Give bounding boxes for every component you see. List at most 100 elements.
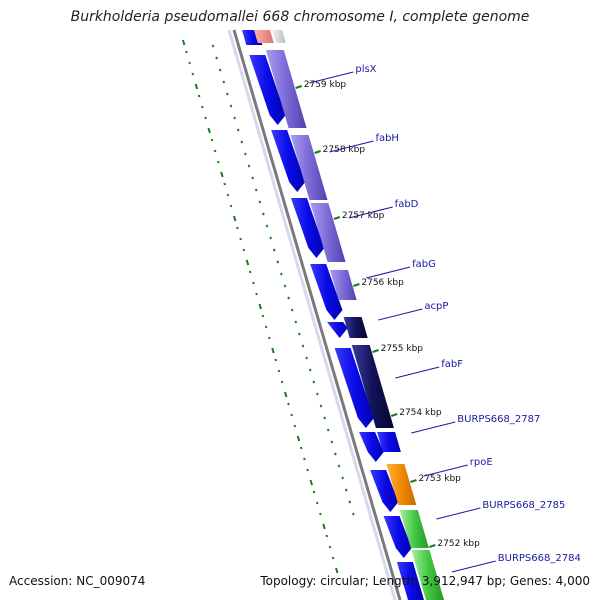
gc-dot	[210, 138, 214, 142]
gc-dot	[280, 380, 284, 384]
gene-label-leader	[329, 140, 374, 153]
reverse-cds-arrow	[271, 130, 306, 192]
gc-skew-dot	[334, 452, 337, 456]
gc-skew-dot	[272, 248, 276, 252]
gc-dot	[287, 402, 290, 406]
gene-label-leader	[309, 71, 354, 84]
gc-skew-dot	[236, 128, 240, 132]
gene-label-leader	[423, 464, 468, 477]
gc-dot	[268, 336, 271, 340]
gc-skew-dot	[269, 236, 272, 240]
accession-label: Accession:	[9, 574, 73, 588]
gc-dot	[197, 94, 201, 98]
gc-skew-dot	[348, 500, 352, 504]
accession-value: NC_009074	[76, 574, 146, 588]
gc-skew-dot	[254, 188, 258, 192]
reverse-cds-arrow	[359, 432, 384, 462]
gc-dot	[226, 193, 230, 197]
gene-arrow-fabh	[290, 135, 328, 200]
gc-dot	[188, 61, 191, 65]
gc-dot	[217, 160, 220, 164]
gc-skew-dot	[344, 488, 348, 492]
reverse-cds-arrow	[310, 264, 343, 320]
gene-label-burps668_2787: BURPS668_2787	[457, 414, 540, 425]
grey-gene-block	[272, 30, 286, 43]
reverse-cds-arrow	[290, 198, 325, 258]
gc-dot	[312, 490, 316, 494]
reverse-cds-arrow	[249, 55, 286, 125]
gc-dot	[299, 446, 303, 450]
gc-skew-dot	[337, 464, 341, 468]
gc-dot	[293, 424, 297, 428]
gc-dot	[239, 237, 242, 241]
gc-skew-dot	[276, 260, 280, 264]
gene-label-fabf: fabF	[441, 359, 463, 370]
gc-skew-dot	[229, 104, 233, 108]
gc-dot	[258, 303, 262, 310]
gc-content-track	[181, 39, 355, 574]
kbp-tick	[333, 216, 341, 220]
reverse-cds-arrow	[370, 470, 399, 512]
kbp-tick-label: 2754 kbp	[399, 408, 442, 418]
gc-dot	[213, 149, 217, 153]
gc-dot	[306, 468, 309, 472]
gc-dot	[204, 116, 207, 120]
gc-skew-dot	[290, 308, 294, 312]
kbp-tick-label: 2753 kbp	[418, 474, 461, 484]
gc-skew-dot	[222, 80, 226, 84]
gc-dot	[242, 248, 246, 252]
gene-label-burps668_2784: BURPS668_2784	[498, 553, 581, 564]
genes-label: Genes:	[509, 574, 552, 588]
kbp-tick	[353, 283, 360, 287]
gc-skew-dot	[316, 392, 319, 396]
gc-skew-dot	[341, 476, 344, 480]
gene-label-leader	[395, 366, 440, 379]
gc-skew-dot	[298, 332, 301, 336]
gc-skew-dot	[301, 344, 305, 348]
gc-skew-dot	[319, 404, 323, 408]
gc-skew-dot	[326, 428, 330, 432]
backbone-shadow	[227, 29, 397, 600]
gc-dot	[261, 314, 265, 318]
gc-dot	[185, 50, 188, 54]
kbp-tick	[429, 544, 436, 548]
length-value: 3,912,947 bp	[421, 574, 502, 588]
gc-dot	[290, 413, 293, 417]
gc-dot	[245, 259, 250, 266]
gc-dot	[181, 39, 186, 46]
topology-value: circular	[320, 574, 365, 588]
kbp-tick	[372, 349, 379, 353]
gc-dot	[220, 171, 224, 178]
gene-label-track: plsX fabH fabD fabG acpP fabF BURPS668_2787rpo…	[309, 64, 581, 573]
reverse-strand-cds-track	[242, 30, 424, 600]
gc-dot	[319, 512, 322, 516]
gc-skew-dot	[280, 272, 283, 276]
kbp-tick-label: 2752 kbp	[437, 539, 480, 549]
gc-dot	[229, 204, 233, 208]
gc-dot	[274, 358, 277, 362]
gene-arrow-plsx	[265, 50, 307, 128]
gc-dot	[271, 347, 275, 354]
gc-skew-dot	[247, 164, 251, 168]
gene-label-leader	[348, 206, 393, 219]
gc-dot	[303, 457, 306, 461]
gene-arrow-burps668_2785	[399, 510, 429, 548]
gc-dot	[207, 127, 211, 134]
gc-dot	[331, 556, 335, 560]
gene-label-fabd: fabD	[395, 199, 419, 210]
genome-stats: Topology: circular; Length: 3,912,947 bp…	[260, 574, 590, 588]
gc-dot	[252, 281, 255, 285]
gc-dot	[284, 391, 288, 398]
reverse-cds-arrow	[396, 562, 424, 600]
reverse-cds-arrow	[327, 322, 348, 338]
gene-label-leader	[366, 266, 411, 279]
reverse-cds-arrow	[383, 516, 412, 558]
gc-skew-dot	[323, 416, 326, 420]
gc-skew-dot	[294, 320, 298, 324]
map-title: Burkholderia pseudomallei 668 chromosome…	[70, 9, 530, 25]
gene-label-acpp: acpP	[424, 301, 448, 312]
gc-dot	[325, 534, 329, 538]
gene-label-rpoe: rpoE	[470, 457, 493, 468]
pink-gene-block	[254, 30, 274, 43]
gene-label-burps668_2785: BURPS668_2785	[482, 500, 565, 511]
